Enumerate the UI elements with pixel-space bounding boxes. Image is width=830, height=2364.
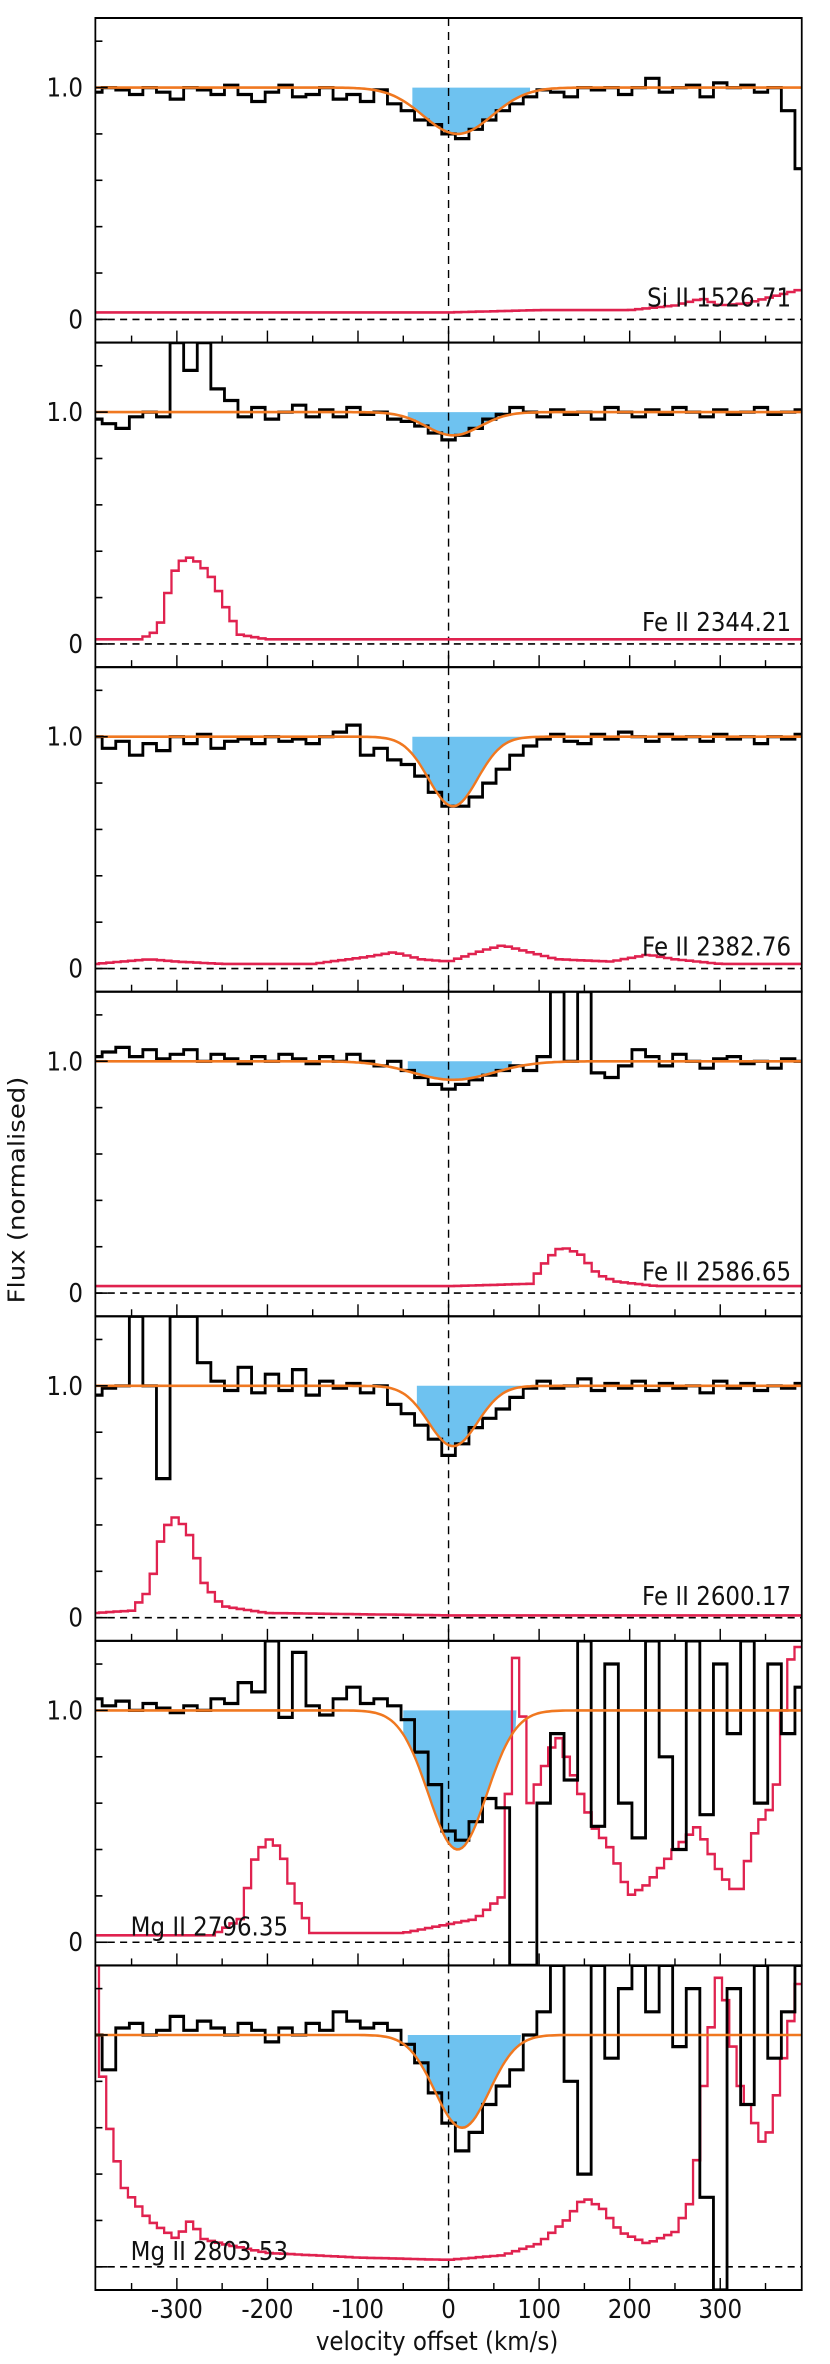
panel-5: 0 1.0 Fe II 2600.17 <box>46 1315 803 1642</box>
panel-6: 0 1.0 Mg II 2796.35 <box>46 1639 803 1967</box>
y-tick-label: 0 <box>68 1278 83 1309</box>
error-spectrum <box>95 944 802 966</box>
x-tick-label: 200 <box>608 2294 652 2325</box>
panel-1: 0 1.0 Si II 1526.71 <box>46 17 803 344</box>
panel-plot-area <box>95 1640 802 1966</box>
y-axis-label: Flux (normalised) <box>3 1077 30 1304</box>
y-tick-label: 1.0 <box>46 1370 83 1401</box>
panel-plot-area <box>95 1965 802 2291</box>
absorption-fill <box>403 1710 517 1850</box>
ion-label: Mg II 2796.35 <box>131 1911 288 1942</box>
error-spectrum <box>95 1965 802 2261</box>
model-fit-curve <box>95 735 802 808</box>
flux-spectrum <box>95 1965 802 2291</box>
panel-stack: 0 1.0 Si II 1526.71 0 1.0 Fe II 2344.21 0 1.0 Fe… <box>46 17 803 2292</box>
x-tick-label: -200 <box>241 2294 293 2325</box>
ion-label: Si II 1526.71 <box>647 282 791 313</box>
x-tick-label: -300 <box>151 2294 203 2325</box>
y-tick-label: 1.0 <box>46 721 83 752</box>
panel-3: 0 1.0 Fe II 2382.76 <box>46 666 803 993</box>
panel-2: 0 1.0 Fe II 2344.21 <box>46 341 803 669</box>
ion-label: Fe II 2382.76 <box>642 931 791 962</box>
x-axis: -300 -200 -100 0 100 200 300 <box>151 2294 742 2325</box>
absorption-fill <box>407 1061 512 1080</box>
y-tick-label: 0 <box>68 304 83 335</box>
y-tick-label: 1.0 <box>46 1046 83 1077</box>
panel-7: Mg II 2803.53 <box>94 1964 803 2292</box>
ion-label: Mg II 2803.53 <box>131 2236 288 2267</box>
panel-plot-area <box>95 1316 802 1641</box>
ion-label: Fe II 2344.21 <box>642 607 791 638</box>
model-fit-curve <box>95 86 802 136</box>
error-spectrum <box>95 1516 802 1617</box>
y-tick-label: 1.0 <box>46 72 83 103</box>
absorption-fill <box>407 412 503 436</box>
model-fit-curve <box>95 1384 802 1448</box>
absorption-fill <box>407 2035 522 2128</box>
flux-spectrum <box>95 991 802 1091</box>
flux-spectrum <box>95 342 802 442</box>
y-tick-label: 0 <box>68 629 83 660</box>
x-tick-label: 100 <box>517 2294 561 2325</box>
error-spectrum <box>95 288 802 314</box>
y-tick-label: 1.0 <box>46 397 83 428</box>
model-fit-curve <box>95 2033 802 2130</box>
panel-plot-area <box>95 18 802 343</box>
error-spectrum <box>95 1247 802 1288</box>
x-axis-label: velocity offset (km/s) <box>316 2326 558 2357</box>
error-spectrum <box>95 1645 802 1937</box>
y-tick-label: 0 <box>68 1927 83 1958</box>
ion-label: Fe II 2600.17 <box>642 1580 791 1611</box>
panel-4: 0 1.0 Fe II 2586.65 <box>46 990 803 1318</box>
panel-plot-area <box>95 667 802 992</box>
x-tick-label: 0 <box>441 2294 456 2325</box>
absorption-fill <box>412 736 526 807</box>
error-spectrum <box>95 556 802 641</box>
absorption-fill <box>416 1385 522 1447</box>
y-tick-label: 1.0 <box>46 1695 83 1726</box>
model-fit-curve <box>95 410 802 437</box>
x-tick-label: 300 <box>698 2294 742 2325</box>
y-tick-label: 0 <box>68 953 83 984</box>
model-fit-curve <box>95 1709 802 1851</box>
model-fit-curve <box>95 1060 802 1082</box>
x-tick-label: -100 <box>332 2294 384 2325</box>
absorption-fill <box>412 87 531 134</box>
panel-plot-area <box>95 991 802 1317</box>
ion-label: Fe II 2586.65 <box>642 1256 791 1287</box>
y-tick-label: 0 <box>68 1602 83 1633</box>
panel-plot-area <box>95 342 802 668</box>
